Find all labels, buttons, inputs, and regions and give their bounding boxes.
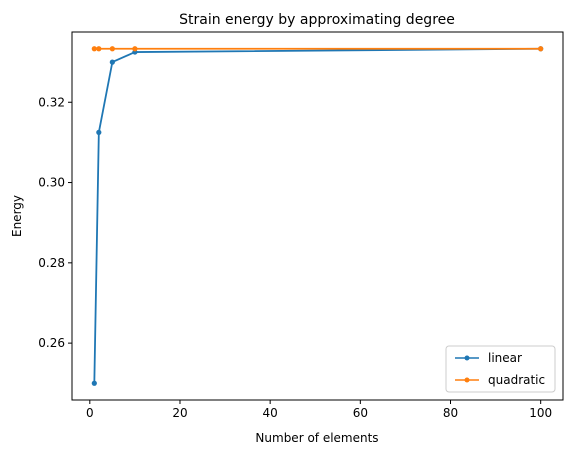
legend-label-linear: linear	[488, 351, 522, 365]
y-axis-ticks: 0.26 0.28 0.30 0.32	[38, 95, 72, 350]
x-tick-label: 60	[353, 406, 368, 420]
data-point-quadratic	[96, 46, 102, 52]
x-tick-label: 0	[86, 406, 94, 420]
x-tick-label: 80	[443, 406, 458, 420]
legend-marker-linear	[464, 355, 470, 361]
x-axis-label: Number of elements	[255, 431, 378, 445]
y-tick-label: 0.32	[38, 95, 65, 109]
legend-label-quadratic: quadratic	[488, 373, 545, 387]
x-tick-label: 20	[172, 406, 187, 420]
data-point-linear	[91, 380, 97, 386]
data-point-quadratic	[109, 46, 115, 52]
legend-marker-quadratic	[464, 377, 470, 383]
y-tick-label: 0.30	[38, 176, 65, 190]
y-tick-label: 0.26	[38, 336, 65, 350]
data-point-linear	[96, 129, 102, 135]
legend: linear quadratic	[445, 345, 556, 393]
series-layer	[91, 46, 544, 386]
data-point-quadratic	[91, 46, 97, 52]
chart-title: Strain energy by approximating degree	[179, 12, 455, 28]
x-tick-label: 40	[263, 406, 278, 420]
x-tick-label: 100	[529, 406, 552, 420]
data-point-quadratic	[538, 46, 544, 52]
y-axis-label: Energy	[10, 195, 24, 237]
data-point-quadratic	[132, 46, 138, 52]
y-tick-label: 0.28	[38, 256, 65, 270]
axes-frame	[71, 31, 564, 401]
data-point-linear	[109, 59, 115, 65]
x-axis-ticks: 0 20 40 60 80 100	[86, 400, 552, 420]
